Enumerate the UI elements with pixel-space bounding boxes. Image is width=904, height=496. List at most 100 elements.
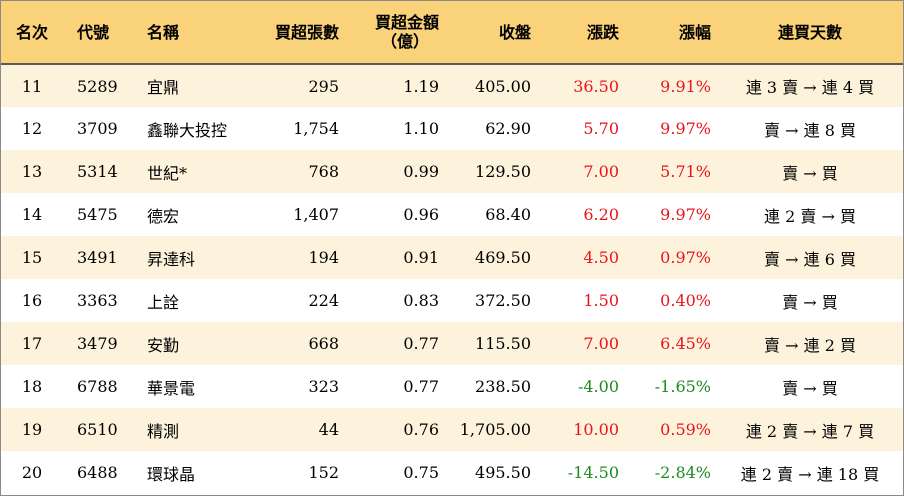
table-row: 13 5314 世紀* 768 0.99 129.50 7.00 5.71% 賣 → 買: [1, 150, 903, 193]
cell-code: 5289: [77, 76, 118, 96]
header-net-buy-amount-line2: （億）: [380, 32, 429, 51]
cell-rank: 20: [21, 463, 43, 482]
cell-streak: 賣 → 買: [782, 378, 838, 398]
cell-change: -14.50: [567, 463, 619, 482]
cell-change: 10.00: [573, 420, 619, 439]
header-change: 漲跌: [537, 1, 625, 65]
cell-name: 鑫聯大投控: [147, 120, 228, 140]
cell-name: 安勤: [147, 335, 180, 355]
cell-code: 6488: [77, 463, 118, 482]
table-row: 17 3479 安勤 668 0.77 115.50 7.00 6.45% 賣 → 連 2 買: [1, 322, 903, 365]
cell-name: 世紀*: [147, 163, 188, 183]
cell-net-buy-amount: 1.19: [403, 76, 439, 96]
cell-net-buy-lots: 668: [308, 334, 339, 353]
cell-close: 238.50: [475, 377, 531, 396]
header-close: 收盤: [445, 1, 537, 65]
cell-net-buy-amount: 0.96: [403, 205, 439, 224]
cell-code: 3479: [77, 334, 118, 353]
cell-rank: 13: [21, 162, 43, 181]
cell-code: 6788: [77, 377, 118, 396]
cell-net-buy-lots: 323: [308, 377, 339, 396]
cell-change-pct: -1.65%: [654, 377, 711, 396]
table-body: 11 5289 宜鼎 295 1.19 405.00 36.50 9.91% 連 3 賣 → 連…: [1, 64, 903, 494]
cell-streak: 賣 → 買: [782, 292, 838, 312]
cell-change-pct: 9.97%: [660, 205, 711, 224]
cell-net-buy-lots: 152: [308, 463, 339, 482]
cell-streak: 賣 → 連 8 買: [764, 120, 856, 140]
cell-change: 6.20: [583, 205, 619, 224]
cell-code: 5475: [77, 205, 118, 224]
cell-name: 德宏: [147, 206, 180, 226]
cell-rank: 14: [21, 205, 43, 224]
cell-net-buy-amount: 0.83: [403, 291, 439, 310]
cell-net-buy-amount: 0.91: [403, 248, 439, 267]
cell-change-pct: 0.59%: [660, 420, 711, 439]
cell-rank: 17: [21, 334, 43, 353]
cell-rank: 19: [21, 420, 43, 439]
cell-name: 上詮: [147, 292, 180, 312]
cell-change: 1.50: [583, 291, 619, 310]
cell-code: 3363: [77, 291, 118, 310]
cell-net-buy-lots: 194: [308, 248, 339, 267]
cell-net-buy-lots: 1,407: [293, 205, 339, 224]
cell-close: 372.50: [475, 291, 531, 310]
cell-close: 68.40: [485, 205, 531, 224]
cell-code: 5314: [77, 162, 118, 181]
table-row: 14 5475 德宏 1,407 0.96 68.40 6.20 9.97% 連 2 賣 → 買: [1, 193, 903, 236]
cell-name: 華景電: [147, 378, 196, 398]
cell-close: 469.50: [475, 248, 531, 267]
cell-streak: 賣 → 買: [782, 163, 838, 183]
cell-name: 宜鼎: [147, 78, 180, 97]
cell-change: 4.50: [583, 248, 619, 267]
cell-change: -4.00: [577, 377, 619, 396]
cell-net-buy-amount: 1.10: [403, 119, 439, 138]
cell-net-buy-amount: 0.77: [403, 377, 439, 396]
cell-streak: 賣 → 連 2 買: [764, 335, 856, 355]
cell-close: 129.50: [475, 162, 531, 181]
cell-change-pct: 5.71%: [660, 162, 711, 181]
cell-code: 3491: [77, 248, 118, 267]
table-row: 18 6788 華景電 323 0.77 238.50 -4.00 -1.65% 賣 → 買: [1, 365, 903, 408]
cell-streak: 賣 → 連 6 買: [764, 249, 856, 269]
cell-rank: 16: [21, 291, 43, 310]
table-row: 15 3491 昇達科 194 0.91 469.50 4.50 0.97% 賣 → 連 6 買: [1, 236, 903, 279]
cell-net-buy-lots: 295: [308, 76, 339, 96]
cell-change-pct: 0.97%: [660, 248, 711, 267]
cell-net-buy-amount: 0.99: [403, 162, 439, 181]
cell-change: 5.70: [583, 119, 619, 138]
table-row: 16 3363 上詮 224 0.83 372.50 1.50 0.40% 賣 → 買: [1, 279, 903, 322]
table-row: 11 5289 宜鼎 295 1.19 405.00 36.50 9.91% 連 3 賣 → 連…: [1, 64, 903, 107]
cell-net-buy-amount: 0.77: [403, 334, 439, 353]
table-row: 20 6488 環球晶 152 0.75 495.50 -14.50 -2.84% 連 2 賣 …: [1, 451, 903, 494]
cell-change: 36.50: [573, 76, 619, 96]
cell-code: 3709: [77, 119, 118, 138]
header-net-buy-lots: 買超張數: [263, 1, 345, 65]
cell-net-buy-lots: 1,754: [293, 119, 339, 138]
cell-close: 1,705.00: [459, 420, 531, 439]
cell-streak: 連 2 賣 → 買: [764, 206, 856, 226]
cell-net-buy-lots: 224: [308, 291, 339, 310]
header-code: 代號: [63, 1, 133, 65]
cell-change: 7.00: [583, 162, 619, 181]
cell-change-pct: 6.45%: [660, 334, 711, 353]
header-row: 名次 代號 名稱 買超張數 買超金額 （億） 收盤 漲跌 漲幅 連買天數: [1, 1, 903, 65]
cell-streak: 連 3 賣 → 連 4 買: [745, 78, 875, 97]
cell-change-pct: 9.91%: [660, 76, 711, 96]
cell-change-pct: 0.40%: [660, 291, 711, 310]
header-change-pct: 漲幅: [625, 1, 717, 65]
cell-rank: 15: [21, 248, 43, 267]
cell-rank: 18: [21, 377, 43, 396]
cell-name: 環球晶: [147, 464, 196, 484]
header-streak: 連買天數: [717, 1, 903, 65]
cell-name: 昇達科: [147, 249, 196, 269]
cell-close: 405.00: [475, 76, 531, 96]
cell-streak: 連 2 賣 → 連 7 買: [745, 421, 875, 441]
cell-change-pct: -2.84%: [654, 463, 711, 482]
cell-streak: 連 2 賣 → 連 18 買: [740, 464, 880, 484]
cell-name: 精測: [147, 421, 180, 441]
cell-change: 7.00: [583, 334, 619, 353]
cell-rank: 12: [21, 119, 43, 138]
cell-close: 495.50: [475, 463, 531, 482]
